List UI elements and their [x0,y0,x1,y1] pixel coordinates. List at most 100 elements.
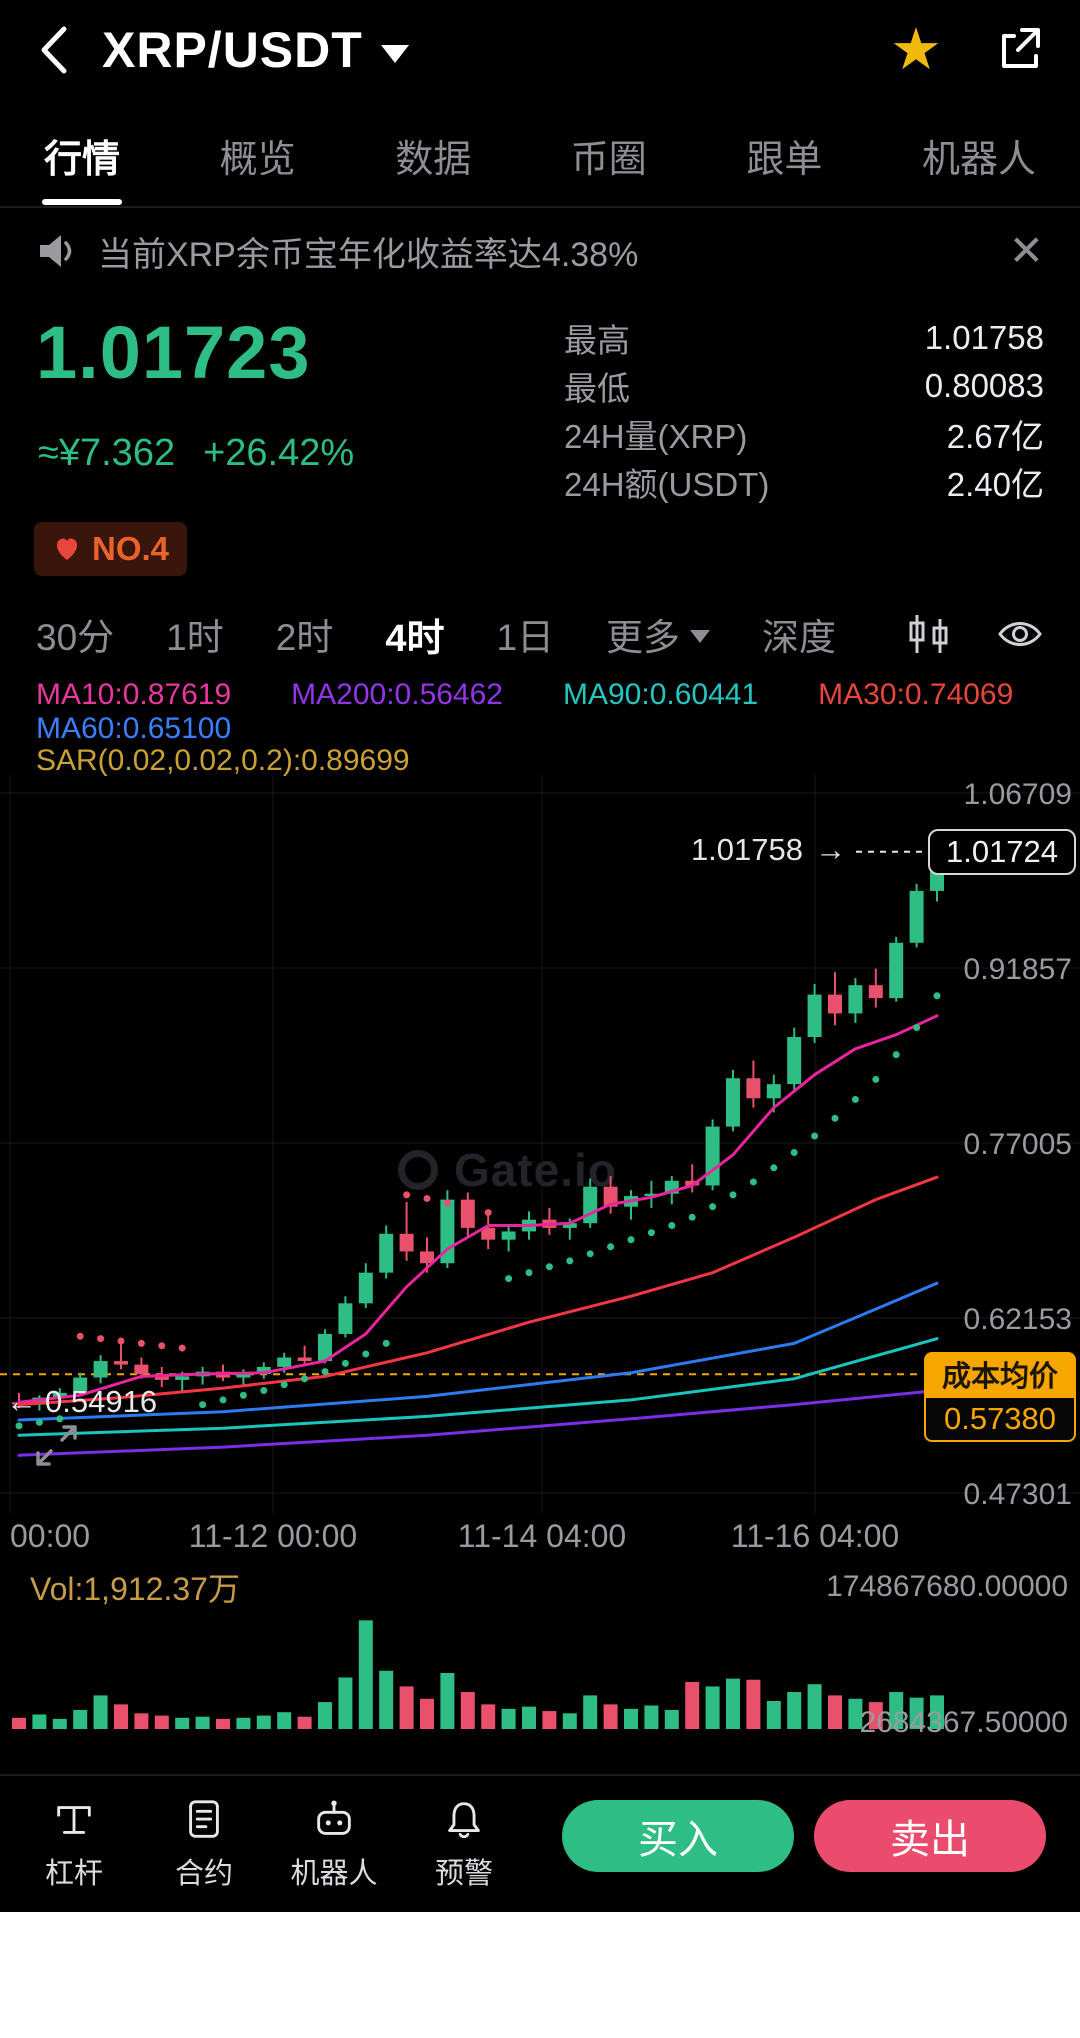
toolbar-alert[interactable]: 预警 [412,1796,516,1892]
interval-2h[interactable]: 2时 [275,617,334,658]
indicator-ma30: MA30:0.74069 [818,678,1014,711]
volume-readout: Vol:1,912.37万 [30,1571,240,1607]
svg-text:1.06709: 1.06709 [964,778,1072,811]
indicator-sar: SAR(0.02,0.02,0.2):0.89699 [36,744,410,777]
alert-bell-icon [448,1802,480,1839]
buy-button[interactable]: 买入 [562,1800,794,1872]
interval-30m[interactable]: 30分 [36,617,115,658]
indicator-row: MA60:0.65100 [36,712,1064,746]
pair-dropdown-icon[interactable] [380,45,409,63]
favorite-star-icon[interactable]: ★ [890,17,942,82]
tab-overview[interactable]: 概览 [219,138,296,181]
close-icon[interactable]: ✕ [1008,227,1044,274]
stat-value: 0.80083 [924,367,1044,404]
toolbar-label: 杠杆 [44,1858,103,1890]
svg-text:0.47301: 0.47301 [964,1478,1072,1511]
tab-copy-trading[interactable]: 跟单 [746,138,823,181]
tab-data[interactable]: 数据 [395,138,472,181]
header: XRP/USDT ★ [0,0,1080,100]
top-tabs: 行情 概览 数据 币圈 跟单 机器人 [0,116,1080,194]
interval-1d[interactable]: 1日 [496,617,555,658]
back-chevron-icon [41,26,67,74]
interval-1h[interactable]: 1时 [166,617,224,658]
rank-badge[interactable]: NO.4 [34,522,188,576]
interval-depth[interactable]: 深度 [762,617,837,658]
tab-community[interactable]: 币圈 [570,138,647,181]
high-price-annotation: 1.01758 → [691,832,846,868]
volume-pane[interactable]: Vol:1,912.37万 174867680.00000 2684367.50… [0,1562,1080,1740]
robot-icon [317,1800,351,1835]
speaker-icon [40,235,72,267]
indicator-row: SAR(0.02,0.02,0.2):0.89699 [36,744,1064,778]
toolbar-bot[interactable]: 机器人 [282,1796,386,1892]
volume-min-label: 2684367.50000 [859,1706,1068,1739]
sell-button[interactable]: 卖出 [814,1800,1046,1872]
svg-text:0.91857: 0.91857 [964,953,1072,986]
stat-label: 24H量(XRP) [564,418,748,455]
stat-row: 24H量(XRP) 2.67亿 [564,410,1044,458]
x-tick: 11-16 04:00 [730,1518,900,1554]
eye-icon[interactable] [996,616,1044,652]
svg-text:0.62153: 0.62153 [964,1303,1072,1336]
stat-value: 1.01758 [924,319,1044,356]
price-subline: ≈¥7.362 +26.42% [38,432,354,475]
toolbar-label: 合约 [174,1858,233,1890]
contract-doc-icon [189,1800,219,1838]
stat-value: 2.40亿 [946,466,1044,503]
pair-title[interactable]: XRP/USDT [102,22,363,78]
stat-label: 最低 [564,370,630,407]
cost-average-badge[interactable]: 成本均价 0.57380 [924,1352,1076,1443]
rank-label: NO.4 [92,530,170,567]
interval-bar: 30分 1时 2时 4时 1日 更多 深度 [0,602,1080,666]
gate-logo-icon [398,1150,438,1190]
arrow-right-icon: → [815,831,846,867]
price-chart-canvas[interactable]: 1.06709 0.91857 0.77005 0.62153 0.47301 [0,775,1080,1520]
indicator-ma90: MA90:0.60441 [563,678,759,711]
indicator-ma10: MA10:0.87619 [36,678,232,711]
toolbar-contract[interactable]: 合约 [152,1796,256,1892]
indicator-ma60: MA60:0.65100 [36,712,232,745]
tab-market[interactable]: 行情 [44,128,120,183]
indicator-ma200: MA200:0.56462 [291,678,503,711]
share-icon [1002,27,1040,68]
interval-more-label: 更多 [606,617,681,658]
stat-row: 24H额(USDT) 2.40亿 [564,458,1044,506]
x-axis: 00:00 11-12 00:00 11-14 04:00 11-16 04:0… [0,1518,1080,1560]
stat-row: 最低 0.80083 [564,362,1044,410]
stats-panel: 最高 1.01758 最低 0.80083 24H量(XRP) 2.67亿 24… [564,314,1044,506]
announcement-banner[interactable]: 当前XRP余币宝年化收益率达4.38% ✕ [0,210,1080,292]
fullscreen-expand-icon[interactable] [34,1423,82,1471]
low-price-value: 0.54916 [45,1384,158,1420]
tabs-divider [0,206,1080,208]
toolbar-label: 预警 [434,1858,493,1890]
chevron-down-icon [690,629,711,643]
tab-bots[interactable]: 机器人 [921,138,1036,181]
cost-average-value: 0.57380 [924,1396,1076,1443]
kline-chart-icon[interactable] [906,613,952,655]
price-cny: ≈¥7.362 [38,432,176,474]
home-indicator-area [0,1912,1080,2038]
x-tick: 11-14 04:00 [457,1518,627,1554]
stat-row: 最高 1.01758 [564,314,1044,362]
last-price: 1.01723 [36,311,311,394]
announcement-text: 当前XRP余币宝年化收益率达4.38% [98,235,639,274]
back-button[interactable] [34,18,78,82]
candlestick-chart[interactable]: Gate.io 1.06709 0.91857 0.77005 0.62153 0.47… [0,775,1080,1520]
indicator-row: MA10:0.87619 MA200:0.56462 MA90:0.60441 … [36,678,1064,712]
share-button[interactable] [994,22,1046,79]
stat-label: 24H额(USDT) [564,466,770,503]
stat-label: 最高 [564,322,630,359]
interval-more[interactable]: 更多 [606,607,711,661]
rank-heart-icon [56,538,78,560]
svg-text:0.77005: 0.77005 [964,1128,1072,1161]
x-tick: 00:00 [10,1518,91,1554]
toolbar-margin[interactable]: 杠杆 [22,1796,126,1892]
volume-max-label: 174867680.00000 [826,1570,1068,1603]
x-tick: 11-12 00:00 [188,1518,358,1554]
interval-4h[interactable]: 4时 [385,617,445,660]
stat-value: 2.67亿 [946,418,1044,455]
low-price-marker: ← 0.54916 [6,1384,157,1420]
toolbar-label: 机器人 [290,1858,378,1890]
cost-average-title: 成本均价 [924,1352,1076,1397]
